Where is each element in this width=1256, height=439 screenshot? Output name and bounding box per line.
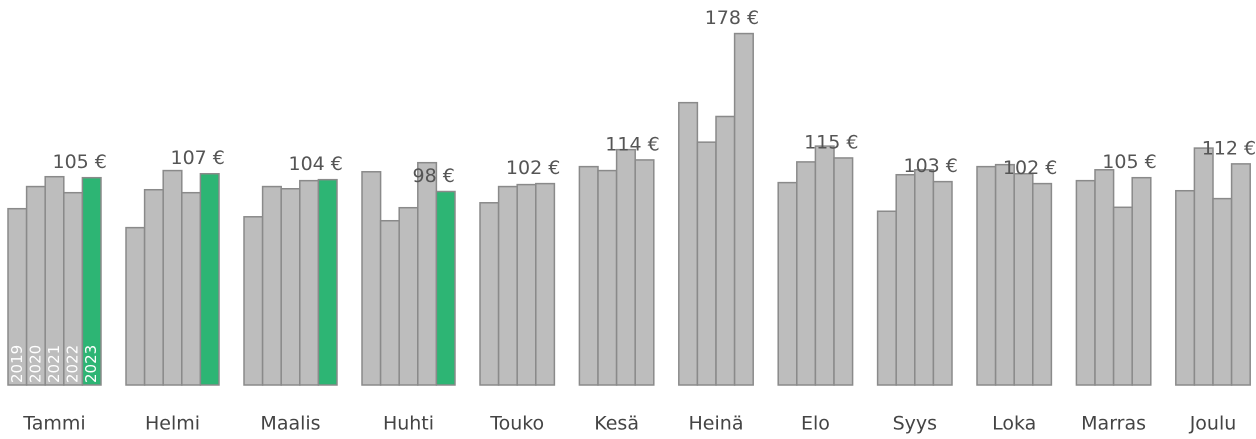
bar: [1175, 189, 1196, 386]
legend-label: 2023: [82, 345, 100, 383]
bar: [280, 187, 301, 386]
bar: [435, 190, 456, 386]
legend-label: 2022: [64, 345, 82, 383]
bar: [715, 115, 736, 386]
bar: [199, 172, 220, 386]
bar: [379, 219, 400, 386]
x-tick-label: Elo: [801, 413, 830, 435]
bar: [796, 161, 817, 386]
bar: [976, 165, 997, 386]
x-tick-label: Heinä: [689, 413, 744, 435]
bar: [417, 161, 438, 386]
bar: [733, 32, 754, 386]
legend-label: 2020: [26, 345, 44, 383]
bar: [261, 185, 282, 386]
value-label: 105 €: [52, 151, 106, 173]
x-tick-label: Touko: [489, 413, 544, 435]
bar: [597, 169, 618, 386]
bar: [895, 173, 916, 386]
bar: [479, 202, 500, 386]
bar: [678, 101, 699, 386]
bar: [535, 182, 556, 386]
value-label: 112 €: [1202, 137, 1256, 159]
value-label: 102 €: [506, 157, 560, 179]
value-label: 103 €: [903, 155, 957, 177]
bar: [578, 165, 599, 386]
bar: [398, 206, 419, 386]
x-tick-label: Huhti: [383, 413, 434, 435]
value-label: 114 €: [605, 133, 659, 155]
bar: [143, 188, 164, 386]
bar: [1075, 179, 1096, 386]
value-label: 105 €: [1102, 151, 1156, 173]
x-tick-label: Syys: [893, 413, 937, 435]
bar: [696, 141, 717, 386]
bar: [1032, 182, 1053, 386]
bar: [932, 180, 953, 386]
x-tick-label: Tammi: [22, 413, 85, 435]
bar: [125, 226, 146, 386]
value-label: 102 €: [1003, 157, 1057, 179]
legend-label: 2021: [45, 345, 63, 383]
bar: [833, 157, 854, 386]
bar: [994, 163, 1015, 386]
bar: [317, 178, 338, 386]
x-tick-label: Marras: [1081, 413, 1146, 435]
value-label: 98 €: [413, 165, 455, 187]
bar: [1230, 163, 1251, 386]
bar: [914, 169, 935, 386]
bar: [1094, 169, 1115, 386]
x-tick-label: Loka: [992, 413, 1036, 435]
bar: [634, 159, 655, 386]
value-label: 104 €: [288, 153, 342, 175]
bar: [1193, 147, 1214, 386]
x-tick-label: Joulu: [1189, 413, 1237, 435]
bar: [243, 216, 264, 386]
bar: [361, 171, 382, 386]
bar: [81, 176, 102, 386]
bar: [497, 185, 518, 386]
bar: [777, 181, 798, 386]
bar: [615, 148, 636, 386]
legend-label: 2019: [8, 345, 26, 383]
bar: [299, 179, 320, 386]
bar: [1212, 197, 1233, 386]
bar: [516, 183, 537, 386]
bar: [814, 145, 835, 386]
bar: [1013, 172, 1034, 386]
value-label: 178 €: [705, 7, 759, 29]
x-tick-label: Kesä: [594, 413, 639, 435]
bar: [181, 191, 202, 386]
bar: [1112, 206, 1133, 386]
bar: [1131, 176, 1152, 386]
x-tick-label: Maalis: [260, 413, 320, 435]
value-label: 107 €: [170, 147, 224, 169]
bar: [876, 210, 897, 386]
x-tick-label: Helmi: [145, 413, 200, 435]
value-label: 115 €: [804, 131, 858, 153]
bar: [162, 169, 183, 386]
